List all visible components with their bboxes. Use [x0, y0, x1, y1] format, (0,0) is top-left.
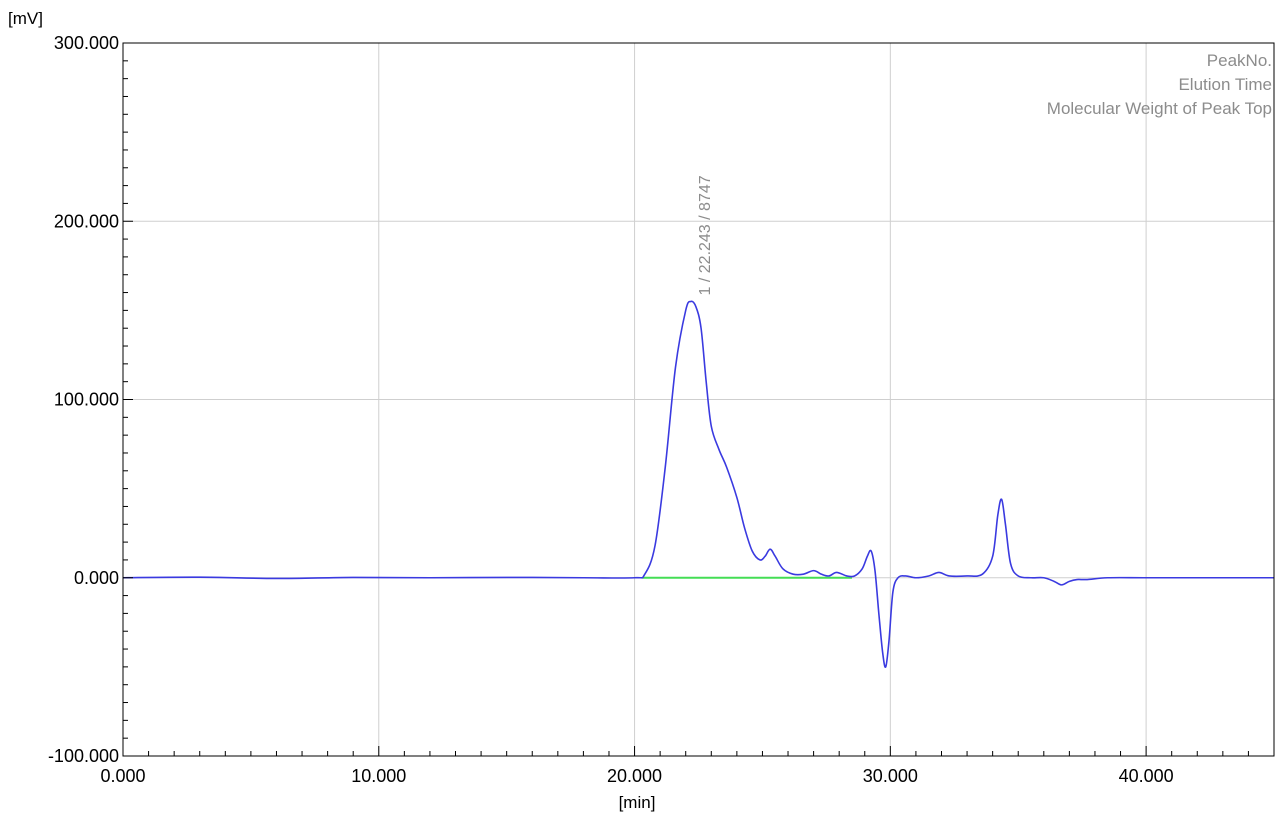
- y-tick-label: 200.000: [54, 211, 119, 231]
- legend-item-molecular-weight: Molecular Weight of Peak Top: [1047, 99, 1272, 118]
- x-tick-label: 40.000: [1119, 766, 1174, 786]
- y-tick-label: 0.000: [74, 568, 119, 588]
- y-axis: -100.000 0.000 100.000 200.000 300.000: [48, 33, 133, 766]
- chromatogram-line: [122, 300, 1274, 669]
- y-tick-label: -100.000: [48, 746, 119, 766]
- x-axis-unit-label: [min]: [619, 793, 656, 812]
- y-tick-label: 300.000: [54, 33, 119, 53]
- x-axis: 0.000 10.000 20.000 30.000 40.000: [100, 746, 1275, 786]
- grid: [123, 43, 1274, 756]
- x-tick-label: 20.000: [607, 766, 662, 786]
- peak-annotation: 1 / 22.243 / 8747: [697, 175, 714, 295]
- y-tick-label: 100.000: [54, 390, 119, 410]
- peak-info-legend: PeakNo. Elution Time Molecular Weight of…: [1047, 51, 1272, 118]
- x-tick-label: 0.000: [100, 766, 145, 786]
- series-group: [122, 300, 1274, 669]
- legend-item-elution-time: Elution Time: [1178, 75, 1272, 94]
- legend-item-peak-no: PeakNo.: [1207, 51, 1272, 70]
- y-axis-unit-label: [mV]: [8, 9, 43, 28]
- x-tick-label: 30.000: [863, 766, 918, 786]
- x-tick-label: 10.000: [351, 766, 406, 786]
